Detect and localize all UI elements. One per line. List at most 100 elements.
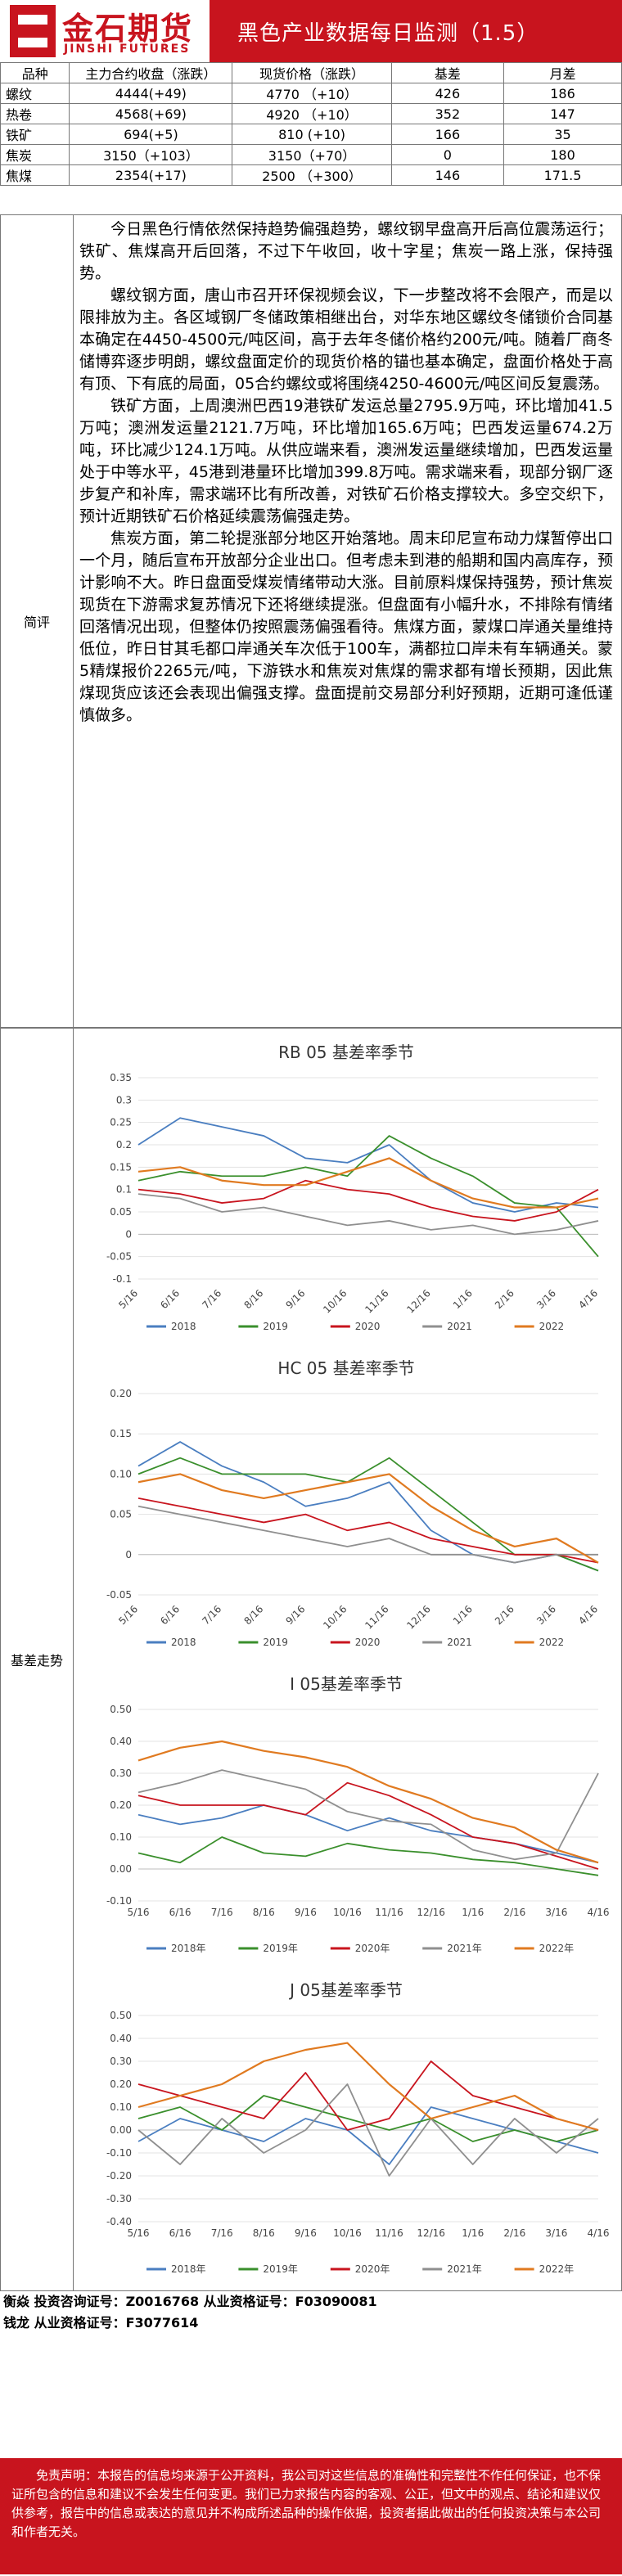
x-tick-label: 6/16 bbox=[158, 1287, 182, 1311]
logo-cn-text: 金石期货 bbox=[62, 11, 194, 47]
x-tick-label: 10/16 bbox=[321, 1287, 349, 1315]
y-tick-label: 0.35 bbox=[110, 1072, 132, 1083]
cell-spot: 3150（+70） bbox=[232, 144, 392, 165]
cell-spread: 35 bbox=[503, 124, 622, 145]
cell-futures: 4444(+49) bbox=[69, 83, 233, 104]
legend-label: 2019年 bbox=[263, 1943, 298, 1954]
x-tick-label: 8/16 bbox=[253, 1907, 275, 1918]
legend-label: 2020 bbox=[355, 1637, 381, 1648]
cell-spot: 4920 （+10） bbox=[232, 103, 392, 124]
x-tick-label: 7/16 bbox=[200, 1287, 223, 1311]
y-tick-label: 0.00 bbox=[110, 1863, 132, 1875]
legend-label: 2022 bbox=[539, 1637, 565, 1648]
y-tick-label: -0.05 bbox=[106, 1589, 132, 1601]
y-tick-label: 0.50 bbox=[110, 1704, 132, 1715]
series-line-2021 bbox=[137, 1769, 599, 1861]
legend-label: 2019年 bbox=[263, 2263, 298, 2275]
x-tick-label: 7/16 bbox=[211, 1907, 233, 1918]
col-header-spot: 现货价格（涨跌） bbox=[232, 62, 392, 83]
price-table-header: 品种 主力合约收盘（涨跌） 现货价格（涨跌） 基差 月差 bbox=[0, 62, 622, 83]
series-line-2018 bbox=[137, 1117, 599, 1213]
report-footer: 衡焱 投资咨询证号：Z0016768 从业资格证号：F03090081 钱龙 从… bbox=[0, 2291, 622, 2574]
x-tick-label: 11/16 bbox=[375, 1907, 403, 1918]
x-tick-label: 1/16 bbox=[451, 1603, 475, 1627]
chart-title: I 05基差率季节 bbox=[290, 1674, 403, 1694]
x-tick-label: 5/16 bbox=[128, 1907, 150, 1918]
series-line-2022 bbox=[137, 1473, 599, 1564]
commentary-section: 简评 今日黑色行情依然保持趋势偏强趋势，螺纹钢早盘高开后高位震荡运行；铁矿、焦煤… bbox=[0, 214, 622, 1028]
x-tick-label: 9/16 bbox=[295, 2227, 317, 2239]
y-tick-label: -0.10 bbox=[106, 1895, 132, 1907]
x-tick-label: 8/16 bbox=[241, 1603, 265, 1627]
y-tick-label: 0.15 bbox=[110, 1161, 132, 1173]
commentary-paragraph: 焦炭方面，第二轮提涨部分地区开始落地。周末印尼宣布动力煤暂停出口一个月，随后宣布… bbox=[79, 529, 613, 724]
chart-title: J 05基差率季节 bbox=[288, 1980, 403, 2000]
x-tick-label: 1/16 bbox=[462, 1907, 484, 1918]
x-tick-label: 12/16 bbox=[417, 2227, 445, 2239]
cell-spot: 4770 （+10） bbox=[232, 83, 392, 104]
table-row: 螺纹 4444(+49) 4770 （+10） 426 186 bbox=[0, 83, 622, 104]
report-title: 黑色产业数据每日监测（1.5） bbox=[237, 21, 539, 46]
legend-label: 2018 bbox=[171, 1321, 196, 1332]
table-row: 铁矿 694(+5) 810 (+10) 166 35 bbox=[0, 124, 622, 145]
cell-futures: 4568(+69) bbox=[69, 103, 233, 124]
cell-spread: 186 bbox=[503, 83, 622, 104]
y-tick-label: 0.1 bbox=[116, 1184, 132, 1196]
table-row: 焦炭 3150（+103） 3150（+70） 0 180 bbox=[0, 144, 622, 165]
cell-spread: 147 bbox=[503, 103, 622, 124]
y-tick-label: 0.15 bbox=[110, 1428, 132, 1439]
logo-mark-icon bbox=[10, 5, 56, 57]
x-tick-label: 7/16 bbox=[200, 1603, 223, 1627]
series-line-2018 bbox=[137, 1441, 599, 1572]
legend-label: 2020 bbox=[355, 1321, 381, 1332]
x-tick-label: 4/16 bbox=[588, 2227, 610, 2239]
legend-label: 2020年 bbox=[355, 1943, 390, 1954]
commentary-paragraph: 今日黑色行情依然保持趋势偏强趋势，螺纹钢早盘高开后高位震荡运行；铁矿、焦煤高开后… bbox=[79, 220, 613, 282]
cell-basis: 352 bbox=[390, 103, 505, 124]
chart-title: RB 05 基差率季节 bbox=[278, 1043, 414, 1062]
x-tick-label: 7/16 bbox=[211, 2227, 233, 2239]
x-tick-label: 3/16 bbox=[545, 2227, 567, 2239]
chart-title: HC 05 基差率季节 bbox=[277, 1358, 414, 1378]
y-tick-label: 0.40 bbox=[110, 2033, 132, 2044]
x-tick-label: 12/16 bbox=[404, 1603, 432, 1631]
series-line-2020 bbox=[137, 1179, 599, 1222]
y-tick-label: 0.10 bbox=[110, 2101, 132, 2113]
y-tick-label: 0.10 bbox=[110, 1831, 132, 1843]
col-header-basis: 基差 bbox=[390, 62, 505, 83]
x-tick-label: 9/16 bbox=[295, 1907, 317, 1918]
cell-basis: 166 bbox=[390, 124, 505, 145]
cell-basis: 146 bbox=[390, 164, 505, 186]
x-tick-label: 8/16 bbox=[253, 2227, 275, 2239]
y-tick-label: -0.20 bbox=[106, 2170, 132, 2182]
legend-label: 2020年 bbox=[355, 2263, 390, 2275]
legend-label: 2022 bbox=[539, 1321, 565, 1332]
x-tick-label: 10/16 bbox=[321, 1603, 349, 1631]
x-tick-label: 5/16 bbox=[116, 1287, 140, 1311]
y-tick-label: 0.20 bbox=[110, 1388, 132, 1399]
cell-basis: 426 bbox=[390, 83, 505, 104]
analyst-credit-1: 衡焱 投资咨询证号：Z0016768 从业资格证号：F03090081 bbox=[3, 2294, 377, 2309]
y-tick-label: -0.40 bbox=[106, 2216, 132, 2227]
report-header: 金石期货 JINSHI FUTURES 黑色产业数据每日监测（1.5） bbox=[0, 0, 622, 62]
x-tick-label: 9/16 bbox=[284, 1287, 308, 1311]
x-tick-label: 5/16 bbox=[116, 1603, 140, 1627]
x-tick-label: 12/16 bbox=[417, 1907, 445, 1918]
analyst-credit-2: 钱龙 从业资格证号：F3077614 bbox=[3, 2315, 199, 2331]
table-row: 热卷 4568(+69) 4920 （+10） 352 147 bbox=[0, 103, 622, 124]
y-tick-label: 0.50 bbox=[110, 2010, 132, 2021]
y-tick-label: 0.30 bbox=[110, 2056, 132, 2067]
hc-basis-chart: HC 05 基差率季节 0.20 0.15 0.10 0.05 0 -0.05 5/16 6/1… bbox=[106, 1358, 600, 1648]
col-header-futures: 主力合约收盘（涨跌） bbox=[69, 62, 233, 83]
x-tick-label: 3/16 bbox=[534, 1287, 558, 1311]
x-tick-label: 1/16 bbox=[451, 1287, 475, 1311]
x-tick-label: 6/16 bbox=[158, 1603, 182, 1627]
series-line-2021 bbox=[137, 1193, 599, 1236]
y-tick-label: 0.20 bbox=[110, 2078, 132, 2090]
x-tick-label: 4/16 bbox=[576, 1603, 600, 1627]
cell-futures: 3150（+103） bbox=[69, 144, 233, 165]
x-tick-label: 10/16 bbox=[333, 1907, 362, 1918]
y-tick-label: 0.10 bbox=[110, 1468, 132, 1479]
y-tick-label: 0.40 bbox=[110, 1736, 132, 1747]
cell-spot: 810 (+10) bbox=[232, 124, 392, 145]
